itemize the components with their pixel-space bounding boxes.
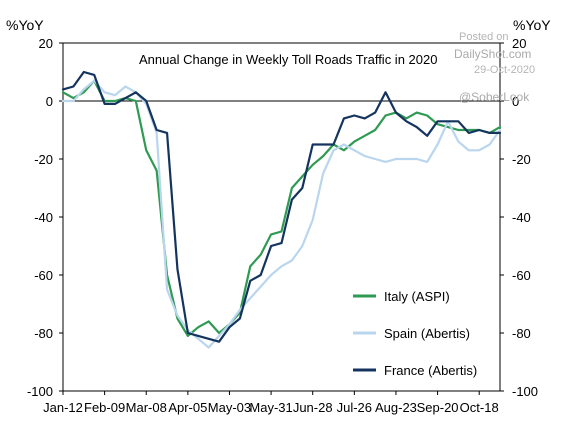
x-tick-label: Apr-05 [168,400,207,415]
x-tick-label: Jan-12 [43,400,83,415]
left-axis-unit: %YoY [6,17,44,33]
x-tick-label: Sep-20 [417,400,459,415]
x-tick-label: May-03 [208,400,251,415]
x-tick-label: Mar-08 [126,400,167,415]
x-tick-label: Jun-28 [293,400,333,415]
x-tick-label: Oct-18 [460,400,499,415]
france-abertis-series-line [61,70,502,343]
left-axis-ticks: 20 0 -20 -40 -60 -80 -100 [27,36,63,399]
watermark-posted-on: Posted on [459,31,509,43]
right-y-tick-label: -20 [512,152,531,167]
series-group [61,70,502,349]
x-tick-label: Feb-09 [84,400,125,415]
x-tick-label: Aug-23 [375,400,417,415]
x-tick-label: May-31 [249,400,292,415]
left-y-tick-label: 0 [46,94,53,109]
right-y-tick-label: -100 [512,384,538,399]
spain-abertis-legend-label: Spain (Abertis) [384,326,470,341]
x-tick-label: Jul-26 [337,400,372,415]
right-y-tick-label: -40 [512,210,531,225]
right-y-tick-label: 20 [512,36,526,51]
right-y-tick-label: -60 [512,268,531,283]
right-y-tick-label: 0 [512,94,519,109]
watermark-handle: @SoberLook [459,90,530,104]
watermark-date: 29-Oct-2020 [474,64,535,76]
italy-aspi-legend-label: Italy (ASPI) [384,289,450,304]
chart-title: Annual Change in Weekly Toll Roads Traff… [139,52,437,67]
right-axis-ticks: 20 0 -20 -40 -60 -80 -100 [500,36,538,399]
left-y-tick-label: -20 [34,152,53,167]
right-y-tick-label: -80 [512,326,531,341]
right-axis-unit: %YoY [513,17,551,33]
watermark-site: DailyShot.com [454,47,531,61]
france-abertis-legend-label: France (Abertis) [384,363,477,378]
left-y-tick-label: -100 [27,384,53,399]
legend: Italy (ASPI) Spain (Abertis) France (Abert… [353,289,477,378]
left-y-tick-label: -60 [34,268,53,283]
italy-aspi-series-line [61,79,502,337]
left-y-tick-label: 20 [39,36,53,51]
left-y-tick-label: -40 [34,210,53,225]
left-y-tick-label: -80 [34,326,53,341]
